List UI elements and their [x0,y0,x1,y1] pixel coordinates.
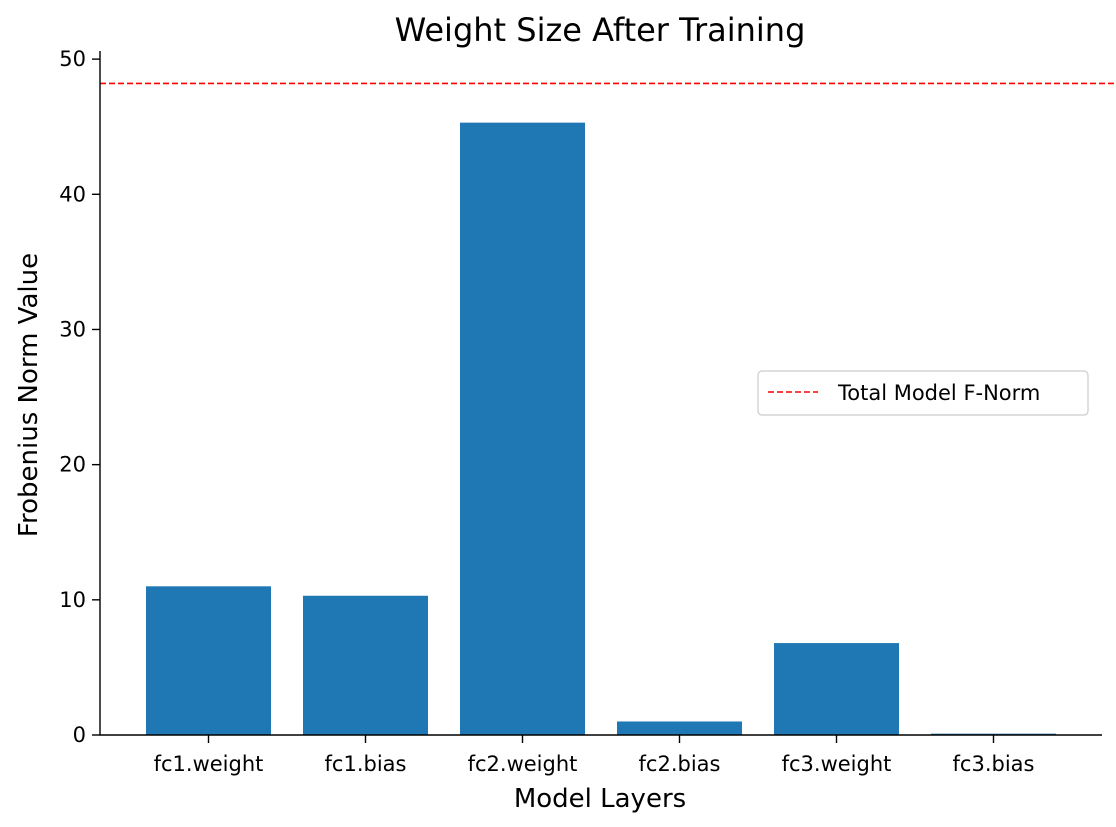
y-tick-label-20: 20 [59,453,86,477]
y-tick-label-0: 0 [73,723,86,747]
legend-box [757,370,1089,416]
y-tick-label-30: 30 [59,317,86,341]
bar-fc1-bias [303,595,428,735]
x-tick-label-fc3-weight: fc3.weight [782,752,892,776]
legend-label: Total Model F-Norm [837,381,1040,405]
bars-group [146,122,1056,735]
x-axis-label: Model Layers [514,784,686,814]
bar-fc3-weight [774,643,899,735]
legend: Total Model F-Norm [757,370,1089,416]
x-tick-label-fc2-bias: fc2.bias [639,752,721,776]
chart-title: Weight Size After Training [395,11,806,49]
x-tick-label-fc2-weight: fc2.weight [468,752,578,776]
x-tick-label-fc1-bias: fc1.bias [325,752,407,776]
y-tick-label-10: 10 [59,588,86,612]
bar-fc1-weight [146,586,271,735]
bar-fc2-weight [460,122,585,735]
x-tick-label-fc1-weight: fc1.weight [154,752,264,776]
bar-fc2-bias [617,721,742,735]
axes-group: 0 10 20 30 40 50 fc1.weight fc1.bias fc2.weight f… [59,47,1102,776]
x-tick-label-fc3-bias: fc3.bias [953,752,1035,776]
y-axis-label: Frobenius Norm Value [14,253,44,537]
y-tick-label-40: 40 [59,182,86,206]
y-tick-label-50: 50 [59,47,86,71]
